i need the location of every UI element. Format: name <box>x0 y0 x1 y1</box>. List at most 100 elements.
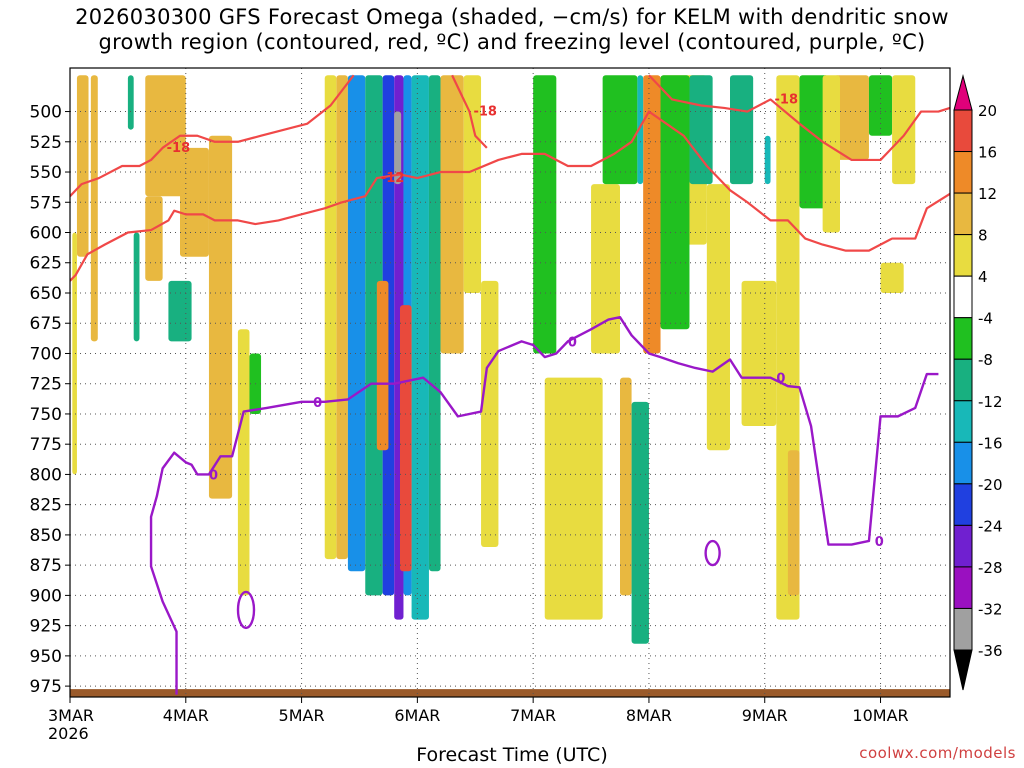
omega-cell <box>180 147 209 257</box>
omega-cell <box>602 75 638 185</box>
omega-cell <box>481 280 499 548</box>
y-tick-label: 525 <box>30 133 62 153</box>
freezing-level-closed-contour <box>704 539 721 567</box>
colorbar-level-label: -24 <box>978 517 1003 535</box>
chart-title-line-1: 2026030300 GFS Forecast Omega (shaded, −… <box>75 5 949 29</box>
omega-cell <box>145 196 163 281</box>
colorbar-level-label: -28 <box>978 559 1003 577</box>
terrain-band <box>70 689 950 697</box>
omega-cell <box>145 75 186 197</box>
omega-cell <box>689 75 713 185</box>
freezing-level-label: 0 <box>776 372 785 387</box>
colorbar-bottom-arrow <box>953 649 973 691</box>
dgz-contour-label: -12 <box>381 171 405 186</box>
omega-cell <box>764 135 771 185</box>
omega-cell <box>428 75 441 572</box>
y-tick-label: 575 <box>30 193 62 213</box>
y-tick-label: 775 <box>30 435 62 455</box>
omega-cell <box>127 75 134 130</box>
omega-cell <box>324 75 337 560</box>
y-tick-label: 625 <box>30 254 62 274</box>
colorbar-level-label: -32 <box>978 600 1003 618</box>
y-tick-label: 500 <box>30 103 62 123</box>
omega-cell <box>799 75 829 209</box>
x-tick-label: 8MAR <box>626 706 672 725</box>
y-tick-label: 725 <box>30 375 62 395</box>
freezing-level-label: 0 <box>875 535 884 550</box>
omega-cell <box>90 75 98 342</box>
y-tick-label: 550 <box>30 163 62 183</box>
y-tick-label: 700 <box>30 344 62 364</box>
colorbar-segment <box>953 400 973 443</box>
omega-cell <box>382 75 395 596</box>
omega-cell <box>133 232 140 342</box>
plot-frame <box>69 67 951 698</box>
colorbar-level-label: 16 <box>978 144 997 162</box>
x-axis-label: Forecast Time (UTC) <box>416 744 608 766</box>
y-axis-pressure-ticks: 500 525 550 575 600 625 650 675 700 725 750 775 800 8… <box>30 103 70 697</box>
y-tick-label: 975 <box>30 677 62 697</box>
omega-cell <box>76 75 89 257</box>
freezing-level-contour: 0 0 0 0 0 <box>149 315 939 695</box>
y-tick-label: 825 <box>30 496 62 516</box>
colorbar-segment <box>953 109 973 153</box>
y-tick-label: 800 <box>30 465 62 485</box>
dgz-contour-label: -18 <box>167 141 191 156</box>
colorbar-top-arrow <box>953 74 973 111</box>
colorbar-level-label: 20 <box>978 102 997 120</box>
omega-cell <box>706 184 730 451</box>
omega-cell <box>643 75 661 354</box>
omega-cell <box>394 111 402 185</box>
omega-cell <box>440 75 464 354</box>
omega-cell <box>892 75 916 185</box>
omega-cell <box>336 75 348 560</box>
omega-cell <box>637 75 644 185</box>
y-tick-label: 650 <box>30 284 62 304</box>
dgz-contour-label: -18 <box>473 105 497 120</box>
omega-cell <box>533 75 557 354</box>
y-tick-label: 750 <box>30 405 62 425</box>
colorbar-level-label: -12 <box>978 393 1003 411</box>
omega-cell <box>631 401 649 644</box>
omega-cell <box>365 75 383 596</box>
x-tick-label: 5MAR <box>279 706 325 725</box>
colorbar-level-label: -8 <box>978 351 993 369</box>
y-tick-label: 900 <box>30 586 62 606</box>
colorbar-segment <box>953 192 973 236</box>
omega-cell <box>822 75 840 233</box>
omega-cell <box>400 305 412 572</box>
credit-text: coolwx.com/models <box>859 744 1016 762</box>
y-tick-label: 675 <box>30 314 62 334</box>
y-tick-label: 850 <box>30 526 62 546</box>
freezing-level-closed-contour <box>236 590 256 630</box>
omega-cell <box>880 262 904 293</box>
colorbar-level-label: -36 <box>978 642 1003 660</box>
freezing-level-label: 0 <box>313 396 322 411</box>
dotted-gridlines <box>70 68 950 697</box>
omega-cell <box>463 75 482 293</box>
x-tick-label: 3MAR <box>48 706 94 725</box>
colorbar-level-label: 4 <box>978 268 988 286</box>
dgz-contour-line <box>451 74 488 149</box>
omega-cell <box>591 184 620 354</box>
dgz-contour-line <box>648 74 950 162</box>
colorbar-level-label: -4 <box>978 310 993 328</box>
omega-cell <box>834 75 869 160</box>
colorbar-segment <box>953 317 973 360</box>
omega-cell <box>730 75 754 185</box>
freezing-level-label: 0 <box>209 468 218 483</box>
colorbar-segment <box>953 441 973 485</box>
freezing-level-line <box>149 315 939 695</box>
colorbar-level-label: 8 <box>978 227 988 245</box>
y-tick-label: 925 <box>30 617 62 637</box>
colorbar-level-label: -20 <box>978 476 1003 494</box>
omega-cell <box>741 280 777 427</box>
x-tick-label: 9MAR <box>742 706 788 725</box>
x-tick-label: 7MAR <box>510 706 556 725</box>
colorbar-segment <box>953 566 973 609</box>
omega-cell <box>168 280 192 342</box>
dgz-contour-line <box>70 110 950 282</box>
freezing-level-label: 0 <box>568 335 577 350</box>
